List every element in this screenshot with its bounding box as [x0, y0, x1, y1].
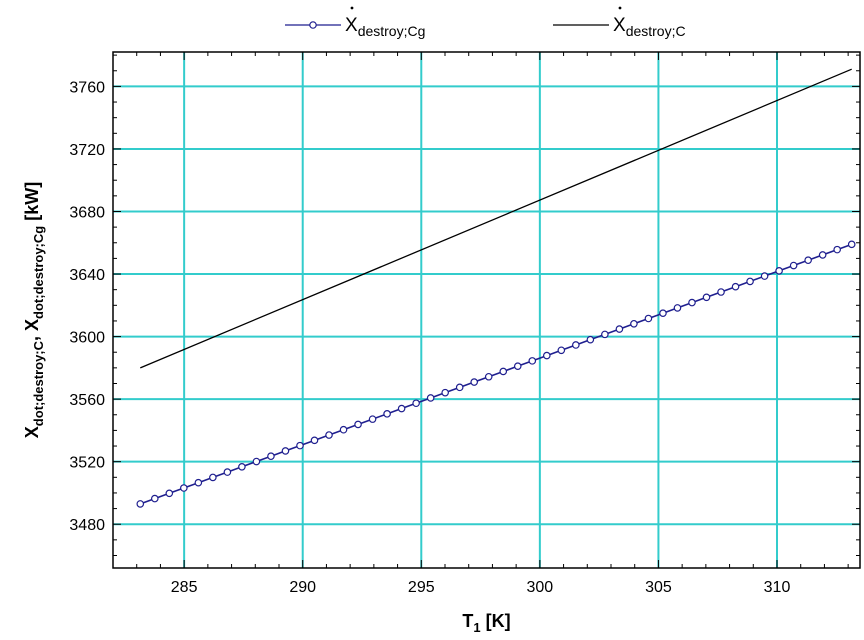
- y-tick-label: 3720: [69, 142, 105, 159]
- series-point-cg: [180, 484, 188, 492]
- series-point-cg: [557, 346, 566, 355]
- series-point-cg: [804, 256, 812, 265]
- series-point-cg: [368, 415, 377, 423]
- series-point-cg: [615, 325, 624, 333]
- series-point-cg: [281, 447, 290, 455]
- series-point-cg: [455, 383, 464, 392]
- series-point-cg: [310, 436, 319, 445]
- x-axis-title: T1 [K]: [462, 611, 510, 635]
- series-point-cg: [267, 452, 275, 461]
- legend-item-c: Xdestroy;C: [553, 6, 686, 39]
- series-point-cg: [194, 478, 203, 487]
- series-point-cg: [717, 288, 725, 296]
- tick-label-layer: 285 290 295 300 305 310 3480 3520 3560 3600 3640 36…: [69, 79, 790, 596]
- series-point-cg: [572, 341, 580, 349]
- series-point-cg: [833, 245, 841, 254]
- series-point-cg: [586, 335, 595, 344]
- legend-item-cg: Xdestroy;Cg: [285, 6, 425, 39]
- series-point-cg: [847, 240, 856, 249]
- series-point-cg: [818, 251, 827, 259]
- series-point-cg: [630, 319, 638, 328]
- x-tick-label: 285: [171, 579, 198, 596]
- series-point-cg: [688, 298, 696, 307]
- series-point-cg: [223, 468, 232, 476]
- series-point-cg: [601, 330, 609, 339]
- y-tick-label: 3680: [69, 204, 105, 221]
- y-tick-label: 3640: [69, 267, 105, 284]
- series-point-cg: [397, 404, 406, 413]
- grid-layer: [113, 52, 860, 568]
- legend-marker: [309, 21, 317, 29]
- series-point-cg: [470, 378, 479, 386]
- series-point-cg: [731, 282, 740, 291]
- x-tick-label: 305: [645, 579, 672, 596]
- series-point-cg: [499, 367, 508, 376]
- plot-frame: [112, 51, 861, 569]
- series-point-cg: [426, 394, 435, 402]
- y-tick-label: 3520: [69, 455, 105, 472]
- series-point-cg: [383, 410, 391, 418]
- series-point-cg: [746, 277, 754, 286]
- series-layer: [136, 68, 856, 508]
- series-point-cg: [659, 309, 667, 317]
- series-point-cg: [354, 420, 362, 429]
- legend-label: Xdestroy;Cg: [345, 15, 425, 39]
- series-point-cg: [528, 357, 537, 365]
- series-point-cg: [252, 457, 261, 466]
- series-point-cg: [441, 388, 449, 397]
- series-point-cg: [412, 399, 420, 408]
- legend-label: Xdestroy;C: [613, 15, 686, 39]
- series-point-cg: [165, 489, 174, 498]
- x-tick-label: 295: [408, 579, 435, 596]
- series-point-cg: [543, 351, 551, 360]
- x-tick-label: 300: [527, 579, 554, 596]
- series-point-cg: [789, 261, 798, 270]
- series-point-cg: [702, 293, 711, 302]
- series-point-cg: [136, 500, 145, 508]
- series-point-cg: [673, 304, 682, 312]
- y-tick-label: 3760: [69, 79, 105, 96]
- legend: Xdestroy;Cg Xdestroy;C: [285, 6, 686, 39]
- series-point-cg: [513, 362, 522, 370]
- y-tick-label: 3560: [69, 392, 105, 409]
- series-point-cg: [760, 272, 769, 280]
- legend-dot-accent: [618, 6, 622, 10]
- x-tick-label: 290: [289, 579, 316, 596]
- series-point-cg: [484, 372, 493, 381]
- y-tick-label: 3600: [69, 330, 105, 347]
- series-line-cg: [139, 243, 852, 505]
- x-tick-label: 310: [764, 579, 791, 596]
- series-point-cg: [339, 425, 348, 434]
- series-point-cg: [775, 267, 783, 275]
- y-tick-label: 3480: [69, 517, 105, 534]
- series-point-cg: [296, 441, 304, 450]
- series-point-cg: [644, 314, 653, 323]
- series-line-c: [140, 68, 852, 369]
- tick-layer: [112, 52, 860, 568]
- series-point-cg: [209, 473, 217, 482]
- legend-dot-accent: [350, 6, 354, 10]
- series-point-cg: [238, 463, 246, 471]
- series-point-cg: [325, 431, 333, 439]
- series-point-cg: [150, 494, 159, 503]
- y-axis-title: Xdot;destroy;C, Xdot;destroy;Cg [kW]: [22, 182, 46, 438]
